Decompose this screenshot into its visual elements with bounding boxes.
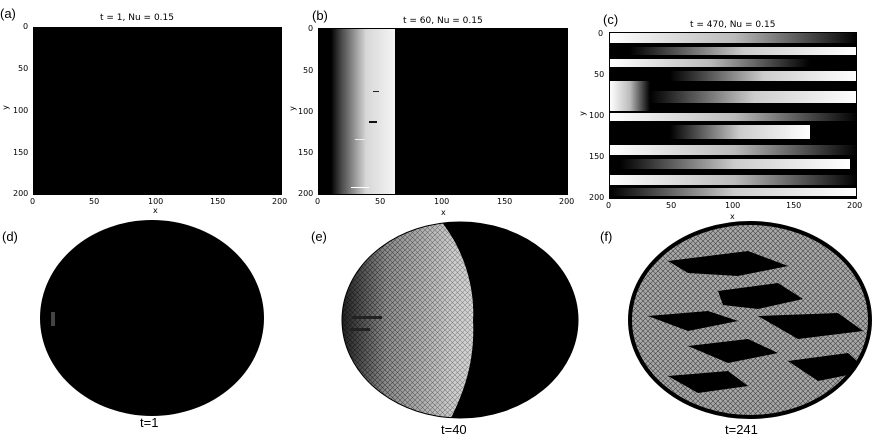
panel-a-xtick-200: 200: [272, 197, 288, 206]
panel-b-ytick-100: 100: [298, 107, 314, 116]
panel-a-ytick-100: 100: [13, 106, 29, 115]
panel-a-xtick-100: 100: [148, 197, 164, 206]
panel-b-title: t = 60, Nu = 0.15: [403, 16, 483, 26]
panel-a-plot: [33, 27, 282, 195]
panel-b-plot: [318, 28, 568, 195]
panel-d-caption: t=1: [140, 415, 159, 430]
panel-c-stripe: [610, 113, 856, 121]
panel-b-ytick-50: 50: [303, 66, 314, 75]
panel-c-xtick-100: 100: [725, 201, 741, 210]
panel-f-sphere: [628, 221, 872, 419]
panel-b-gradient-band: [331, 29, 395, 194]
panel-a-xlabel: x: [153, 206, 158, 215]
panel-c-stripe: [610, 59, 810, 67]
panel-b-xtick-150: 150: [497, 197, 513, 206]
panel-c-ytick-100: 100: [589, 111, 605, 120]
panel-c-xtick-150: 150: [786, 201, 802, 210]
panel-c-xtick-200: 200: [847, 201, 863, 210]
panel-b-streak: [373, 91, 379, 92]
panel-c-stripe: [610, 145, 856, 155]
panel-c-xtick-50: 50: [666, 201, 677, 210]
panel-c-stripe: [610, 33, 856, 43]
panel-b-xtick-0: 0: [315, 197, 321, 206]
panel-c-stripe: [650, 91, 856, 103]
panel-b-ytick-150: 150: [298, 148, 314, 157]
panel-b-xlabel: x: [441, 208, 446, 217]
panel-b-streak: [351, 187, 369, 188]
panel-a-title: t = 1, Nu = 0.15: [100, 13, 174, 23]
panel-b-ytick-200: 200: [298, 189, 314, 198]
panel-c-xlabel: x: [730, 212, 735, 221]
panel-c-ytick-50: 50: [594, 70, 605, 79]
panel-a-ytick-150: 150: [13, 148, 29, 157]
panel-b-streak: [369, 121, 377, 123]
panel-b-xtick-200: 200: [559, 197, 575, 206]
panel-a-xtick-0: 0: [30, 197, 36, 206]
panel-b-ylabel: y: [287, 106, 297, 111]
panel-c-ytick-0: 0: [598, 29, 604, 38]
panel-c-stripe: [610, 81, 650, 111]
panel-c-stripe: [610, 188, 856, 196]
panel-a-xtick-50: 50: [89, 197, 100, 206]
panel-e-letter: (e): [311, 229, 327, 244]
panel-c-stripe: [620, 159, 850, 169]
panel-c-stripe: [610, 175, 856, 185]
panel-d-letter: (d): [2, 229, 18, 244]
panel-f-letter: (f): [600, 229, 613, 244]
panel-b-xtick-100: 100: [434, 197, 450, 206]
panel-e-caption: t=40: [441, 422, 467, 437]
panel-a-ytick-200: 200: [13, 189, 29, 198]
panel-c-title: t = 470, Nu = 0.15: [690, 20, 776, 30]
panel-c-xtick-0: 0: [606, 201, 612, 210]
panel-a-ytick-50: 50: [18, 64, 29, 73]
panel-c-plot: [609, 32, 857, 199]
panel-c-ylabel: y: [577, 111, 587, 116]
panel-b-letter: (b): [312, 8, 328, 23]
panel-b-streak: [355, 139, 365, 140]
panel-a-letter: (a): [0, 6, 16, 21]
panel-a-ylabel: y: [0, 105, 10, 110]
panel-b-xtick-50: 50: [375, 197, 386, 206]
panel-b-ytick-0: 0: [308, 24, 314, 33]
panel-d-sphere: [40, 220, 264, 416]
panel-c-stripe: [670, 125, 810, 139]
panel-c-letter: (c): [603, 12, 619, 27]
panel-c-stripe: [670, 71, 856, 81]
panel-a-ytick-0: 0: [23, 22, 29, 31]
panel-c-stripe: [630, 47, 856, 55]
panel-f-caption: t=241: [725, 422, 758, 437]
panel-a-xtick-150: 150: [210, 197, 226, 206]
panel-c-ytick-150: 150: [589, 152, 605, 161]
panel-e-sphere: [341, 221, 579, 419]
panel-c-ytick-200: 200: [589, 193, 605, 202]
